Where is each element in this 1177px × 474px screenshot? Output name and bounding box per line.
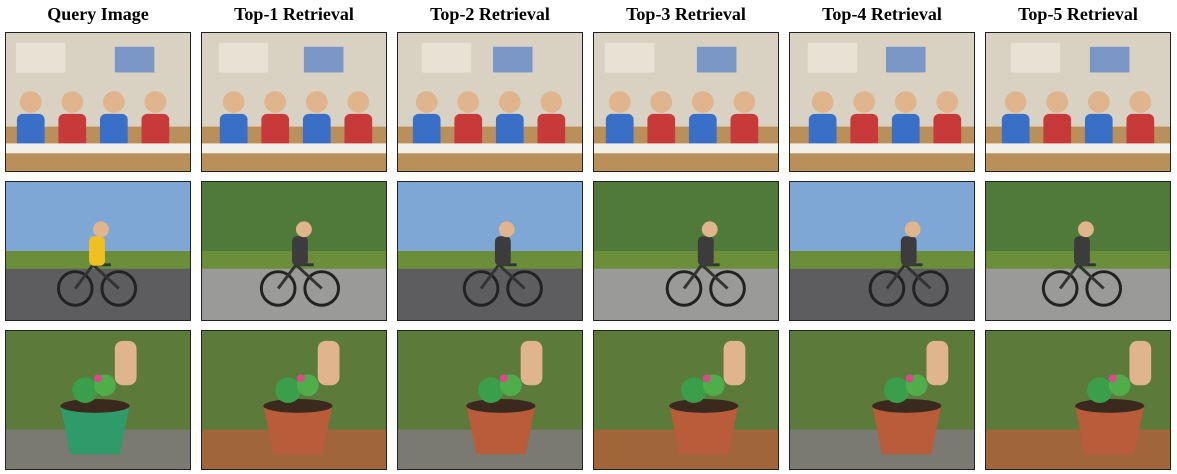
header-top1: Top-1 Retrieval	[234, 3, 354, 24]
retrieval-image-classroom-1	[201, 32, 387, 172]
retrieval-image-classroom-2	[397, 32, 583, 172]
retrieval-image-classroom-5	[985, 32, 1171, 172]
retrieval-image-cycling-3	[593, 181, 779, 321]
retrieval-image-gardening-3	[593, 330, 779, 470]
header-top2: Top-2 Retrieval	[430, 3, 550, 24]
retrieval-image-classroom-3	[593, 32, 779, 172]
query-image-gardening	[5, 330, 191, 470]
header-query: Query Image	[47, 3, 149, 24]
query-image-cycling	[5, 181, 191, 321]
retrieval-image-gardening-2	[397, 330, 583, 470]
header-top4: Top-4 Retrieval	[822, 3, 942, 24]
retrieval-image-gardening-4	[789, 330, 975, 470]
retrieval-image-classroom-4	[789, 32, 975, 172]
retrieval-image-cycling-5	[985, 181, 1171, 321]
header-top5: Top-5 Retrieval	[1018, 3, 1138, 24]
retrieval-image-gardening-1	[201, 330, 387, 470]
query-image-classroom	[5, 32, 191, 172]
retrieval-image-gardening-5	[985, 330, 1171, 470]
retrieval-image-cycling-4	[789, 181, 975, 321]
retrieval-image-cycling-1	[201, 181, 387, 321]
retrieval-image-cycling-2	[397, 181, 583, 321]
header-top3: Top-3 Retrieval	[626, 3, 746, 24]
